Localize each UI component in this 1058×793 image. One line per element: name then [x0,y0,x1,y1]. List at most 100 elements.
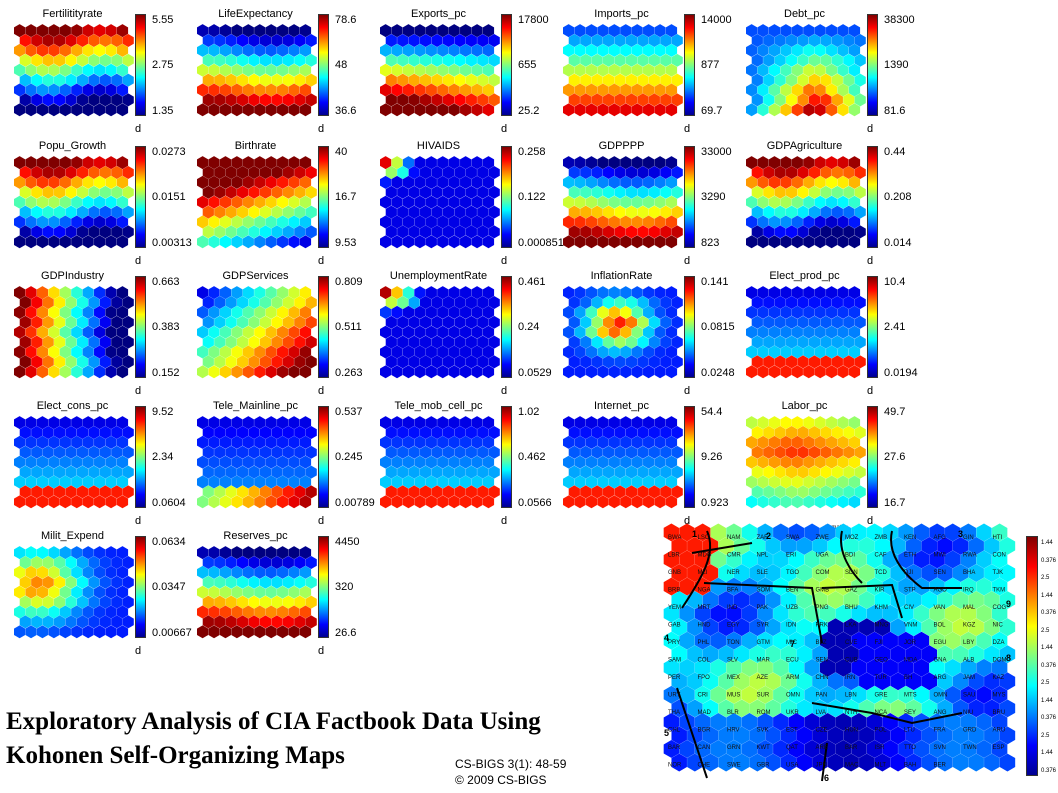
hex-cell [620,365,632,379]
hex-cell [471,175,483,189]
hex-cell [71,416,83,430]
hex-cell [648,34,660,47]
country-label: DOM [993,658,1007,664]
hex-cell [14,475,26,489]
hex-cell [843,335,855,349]
cluster-number: 8 [1006,653,1011,663]
hex-cell [402,345,415,359]
hex-cell [208,43,220,57]
hex-cell [774,166,786,179]
hex-cell [88,93,100,107]
u-matrix-cell [898,685,914,704]
hex-cell [237,355,249,369]
hex-cell [214,465,226,479]
hex-cell [591,296,603,309]
hex-cell [202,595,214,609]
country-label: EST [786,728,798,734]
hex-cell [591,205,603,219]
hex-cell [25,156,37,170]
hex-cell [254,455,266,469]
colorbar-mid-label: 0.0151 [152,191,186,203]
hex-cell [94,365,106,379]
hex-cell [259,34,272,47]
hex-cell [414,286,426,300]
u-matrix-cell [913,685,930,704]
hex-cell [420,426,432,439]
hex-cell [408,315,420,329]
hex-cell [88,445,100,459]
hex-cell [265,345,277,359]
hex-cell [242,325,254,339]
u-matrix-cell [929,685,945,704]
hex-cell [231,235,243,249]
hex-cell [648,335,660,349]
u-matrix-cell [913,658,930,677]
hex-cell [99,225,111,239]
hex-cell [237,615,249,629]
hex-cell [402,416,415,430]
hex-cell [803,215,815,229]
hex-cell [831,205,843,219]
hex-cell [751,34,763,47]
plane-colorbar [684,14,695,116]
hex-cell [14,305,26,319]
hex-cell [631,416,643,430]
hex-cell [614,205,626,219]
hex-cell [19,53,31,67]
hex-map [563,286,683,379]
colorbar-unit-label: d [501,123,508,135]
hex-cell [591,73,603,87]
hex-cell [808,426,821,439]
hex-cell [471,286,483,300]
hex-cell [76,73,89,87]
country-label: BHA [963,570,975,576]
hex-cell [305,445,317,459]
hex-cell [48,565,60,579]
hex-cell [259,426,272,439]
hex-cell [299,495,312,509]
hex-cell [442,34,455,47]
hex-cell [19,556,31,569]
hex-cell [665,416,678,430]
country-label: NCA [875,710,888,716]
hex-cell [208,286,220,300]
hex-cell [820,73,832,87]
country-label: PAN [816,693,828,699]
hex-cell [620,195,632,209]
country-label: FRA [934,728,946,734]
hex-cell [482,215,495,229]
hex-cell [482,24,495,38]
u-matrix-cell [679,604,695,623]
hex-cell [71,156,83,170]
country-label: UKR [786,710,799,716]
hex-cell [631,305,643,319]
hex-cell [448,455,460,469]
hex-cell [574,416,586,430]
hex-cell [848,305,861,319]
hex-cell [580,225,592,239]
hex-cell [111,595,123,609]
country-label: IRN [845,675,855,681]
plane-title: Popu_Growth [38,140,107,152]
hex-cell [460,24,472,38]
hex-cell [76,485,89,499]
hex-cell [116,345,129,359]
hex-cell [202,296,214,309]
country-label: MYS [993,693,1006,699]
hex-cell [580,53,592,67]
hex-cell [482,83,495,97]
u-matrix-cell [718,645,734,664]
cluster-boundary-line [703,582,823,644]
hex-cell [448,24,460,38]
hex-cell [380,215,392,229]
u-matrix-cell [663,685,680,704]
u-matrix-cell [968,672,984,691]
hex-cell [808,73,821,87]
hex-cell [608,103,620,117]
hex-cell [608,235,620,249]
hex-cell [786,335,798,349]
hex-cell [254,156,266,170]
hex-cell [460,103,472,117]
hex-cell [654,325,666,339]
country-label: PRK [816,623,828,629]
